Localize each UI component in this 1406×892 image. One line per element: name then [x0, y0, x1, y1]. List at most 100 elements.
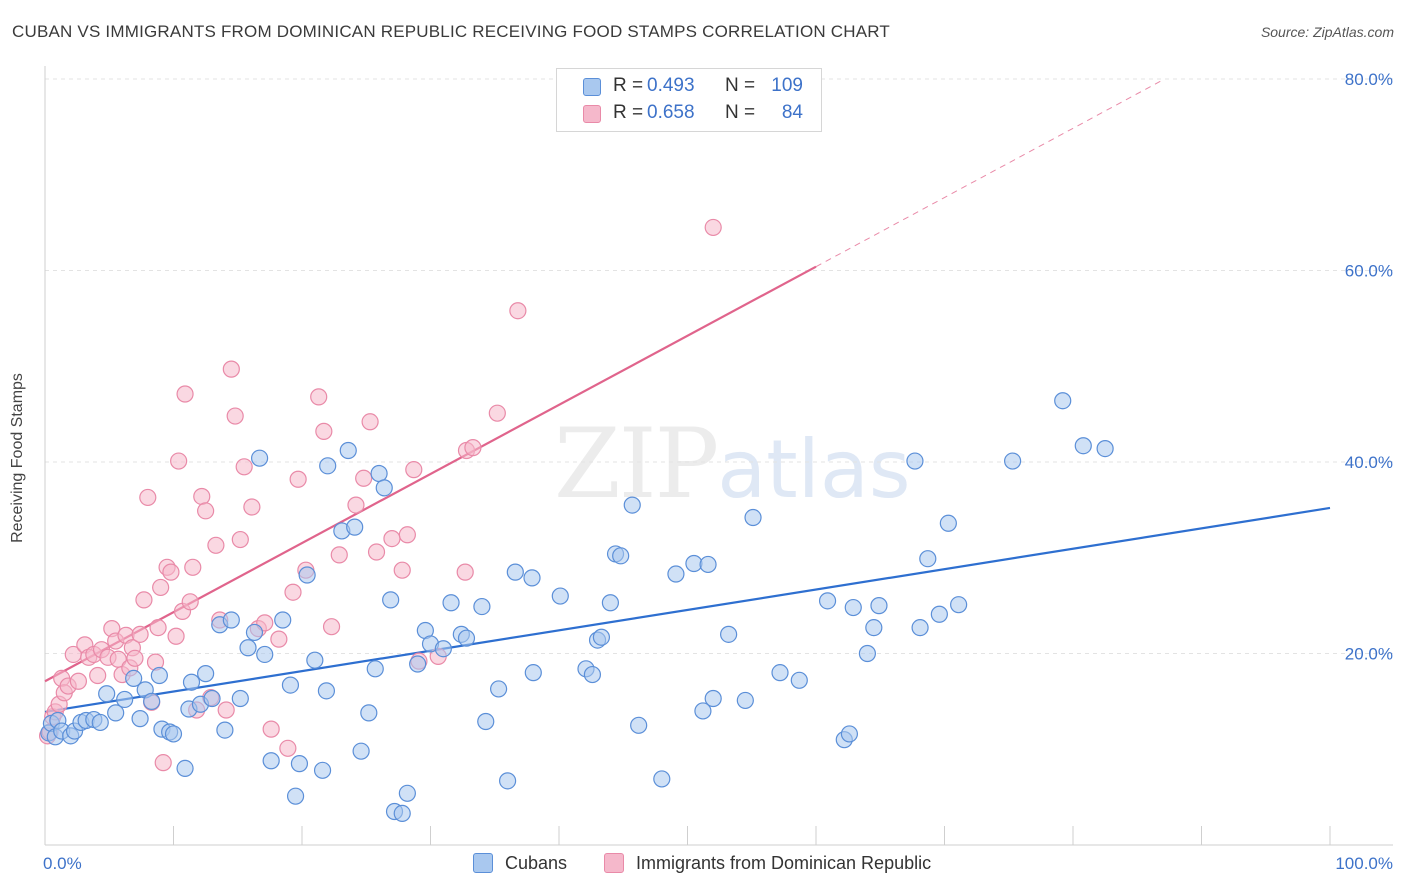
- cuban-point: [382, 591, 400, 609]
- dominican-point: [405, 461, 423, 479]
- cubans-trend-line: [44, 506, 1331, 713]
- dominican-point: [139, 488, 157, 507]
- dominican-point: [322, 618, 341, 636]
- cuban-point: [313, 761, 332, 779]
- cubans-swatch: [473, 853, 493, 873]
- cuban-point: [116, 690, 134, 709]
- cuban-point: [91, 713, 109, 732]
- cuban-point: [150, 666, 168, 685]
- dominican-point: [464, 439, 482, 457]
- cuban-point: [409, 655, 427, 673]
- dominican-point: [383, 529, 401, 548]
- dominican-point: [193, 487, 211, 506]
- y-tick-label: 40.0%: [1345, 453, 1393, 472]
- cuban-point: [398, 784, 416, 802]
- x-tick-label-max: 100.0%: [1335, 854, 1393, 873]
- cuban-point: [107, 704, 125, 722]
- chart-title: CUBAN VS IMMIGRANTS FROM DOMINICAN REPUB…: [12, 22, 891, 41]
- y-axis-label: Receiving Food Stamps: [9, 373, 26, 543]
- cuban-point: [317, 682, 336, 700]
- dominican-point: [226, 407, 244, 425]
- grid-lines: [45, 78, 1393, 654]
- dominican-point: [154, 754, 172, 772]
- dominican-point: [176, 385, 194, 403]
- trend-lines: [44, 78, 1331, 713]
- cuban-point: [346, 518, 364, 536]
- cuban-point: [1054, 392, 1072, 410]
- r-value: 0.658: [647, 102, 695, 123]
- dominican-point: [149, 619, 167, 637]
- cuban-point: [306, 651, 324, 669]
- cuban-point: [366, 660, 384, 678]
- cuban-point: [286, 787, 305, 805]
- cuban-point: [919, 550, 937, 568]
- dominican-point: [235, 458, 253, 476]
- dominican-point: [131, 625, 149, 643]
- cuban-point: [222, 611, 240, 629]
- dominican-point: [310, 388, 328, 406]
- dominican-point: [170, 452, 188, 470]
- cuban-point: [870, 597, 888, 615]
- cuban-point: [143, 692, 161, 710]
- dominican-swatch: [604, 853, 624, 873]
- cuban-point: [352, 742, 370, 760]
- cuban-point: [524, 664, 542, 682]
- cuban-point: [911, 619, 929, 637]
- dominican-point: [456, 563, 474, 581]
- cuban-points: [40, 392, 1114, 823]
- legend-label: Cubans: [505, 853, 568, 873]
- cuban-point: [164, 725, 183, 743]
- dominican-point: [488, 404, 506, 422]
- cuban-point: [950, 596, 968, 614]
- dominican-point: [231, 530, 249, 549]
- cuban-point: [592, 628, 611, 646]
- cuban-point: [790, 671, 808, 689]
- cuban-point: [583, 665, 602, 684]
- cuban-point: [473, 597, 491, 616]
- cuban-point: [1096, 439, 1114, 458]
- cuban-point: [457, 629, 476, 647]
- cuban-point: [360, 704, 378, 722]
- cuban-point: [930, 605, 948, 623]
- cuban-point: [667, 565, 685, 583]
- dominican-point: [284, 583, 302, 601]
- cuban-point: [906, 452, 924, 470]
- cuban-point: [393, 804, 411, 823]
- y-tick-label: 20.0%: [1345, 645, 1393, 664]
- n-value: 84: [781, 102, 803, 123]
- dominican-point: [207, 536, 225, 554]
- cuban-point: [840, 725, 859, 743]
- cuban-point: [203, 689, 221, 708]
- cubans-swatch: [583, 78, 601, 96]
- dominican-point: [184, 558, 202, 576]
- dominican-point: [167, 627, 185, 645]
- cuban-point: [370, 464, 388, 483]
- dominican-point: [279, 739, 297, 757]
- dominican-point: [135, 591, 153, 609]
- dominican-point: [217, 701, 235, 719]
- dominican-point: [243, 498, 261, 516]
- cuban-point: [197, 665, 215, 683]
- cuban-point: [434, 640, 452, 658]
- cuban-point: [262, 752, 280, 770]
- n-label: N =: [725, 102, 756, 123]
- cuban-point: [239, 639, 257, 657]
- dominican-point: [315, 422, 333, 440]
- cuban-point: [298, 566, 316, 584]
- cuban-point: [523, 569, 541, 587]
- tick-labels: 20.0% 40.0% 60.0% 80.0% 0.0% 100.0%: [43, 70, 1393, 873]
- dominican-point: [152, 578, 170, 597]
- cuban-point: [744, 508, 762, 527]
- r-label: R =: [613, 75, 644, 96]
- cuban-point: [375, 479, 393, 497]
- cuban-point: [176, 759, 194, 778]
- cuban-point: [771, 664, 789, 682]
- source-credit: Source: ZipAtlas.com: [1260, 24, 1394, 40]
- r-value: 0.493: [647, 75, 695, 96]
- cuban-point: [274, 611, 292, 629]
- dominican-point: [398, 526, 416, 544]
- cuban-point: [699, 555, 717, 574]
- cuban-point: [704, 689, 722, 708]
- cuban-point: [182, 673, 201, 691]
